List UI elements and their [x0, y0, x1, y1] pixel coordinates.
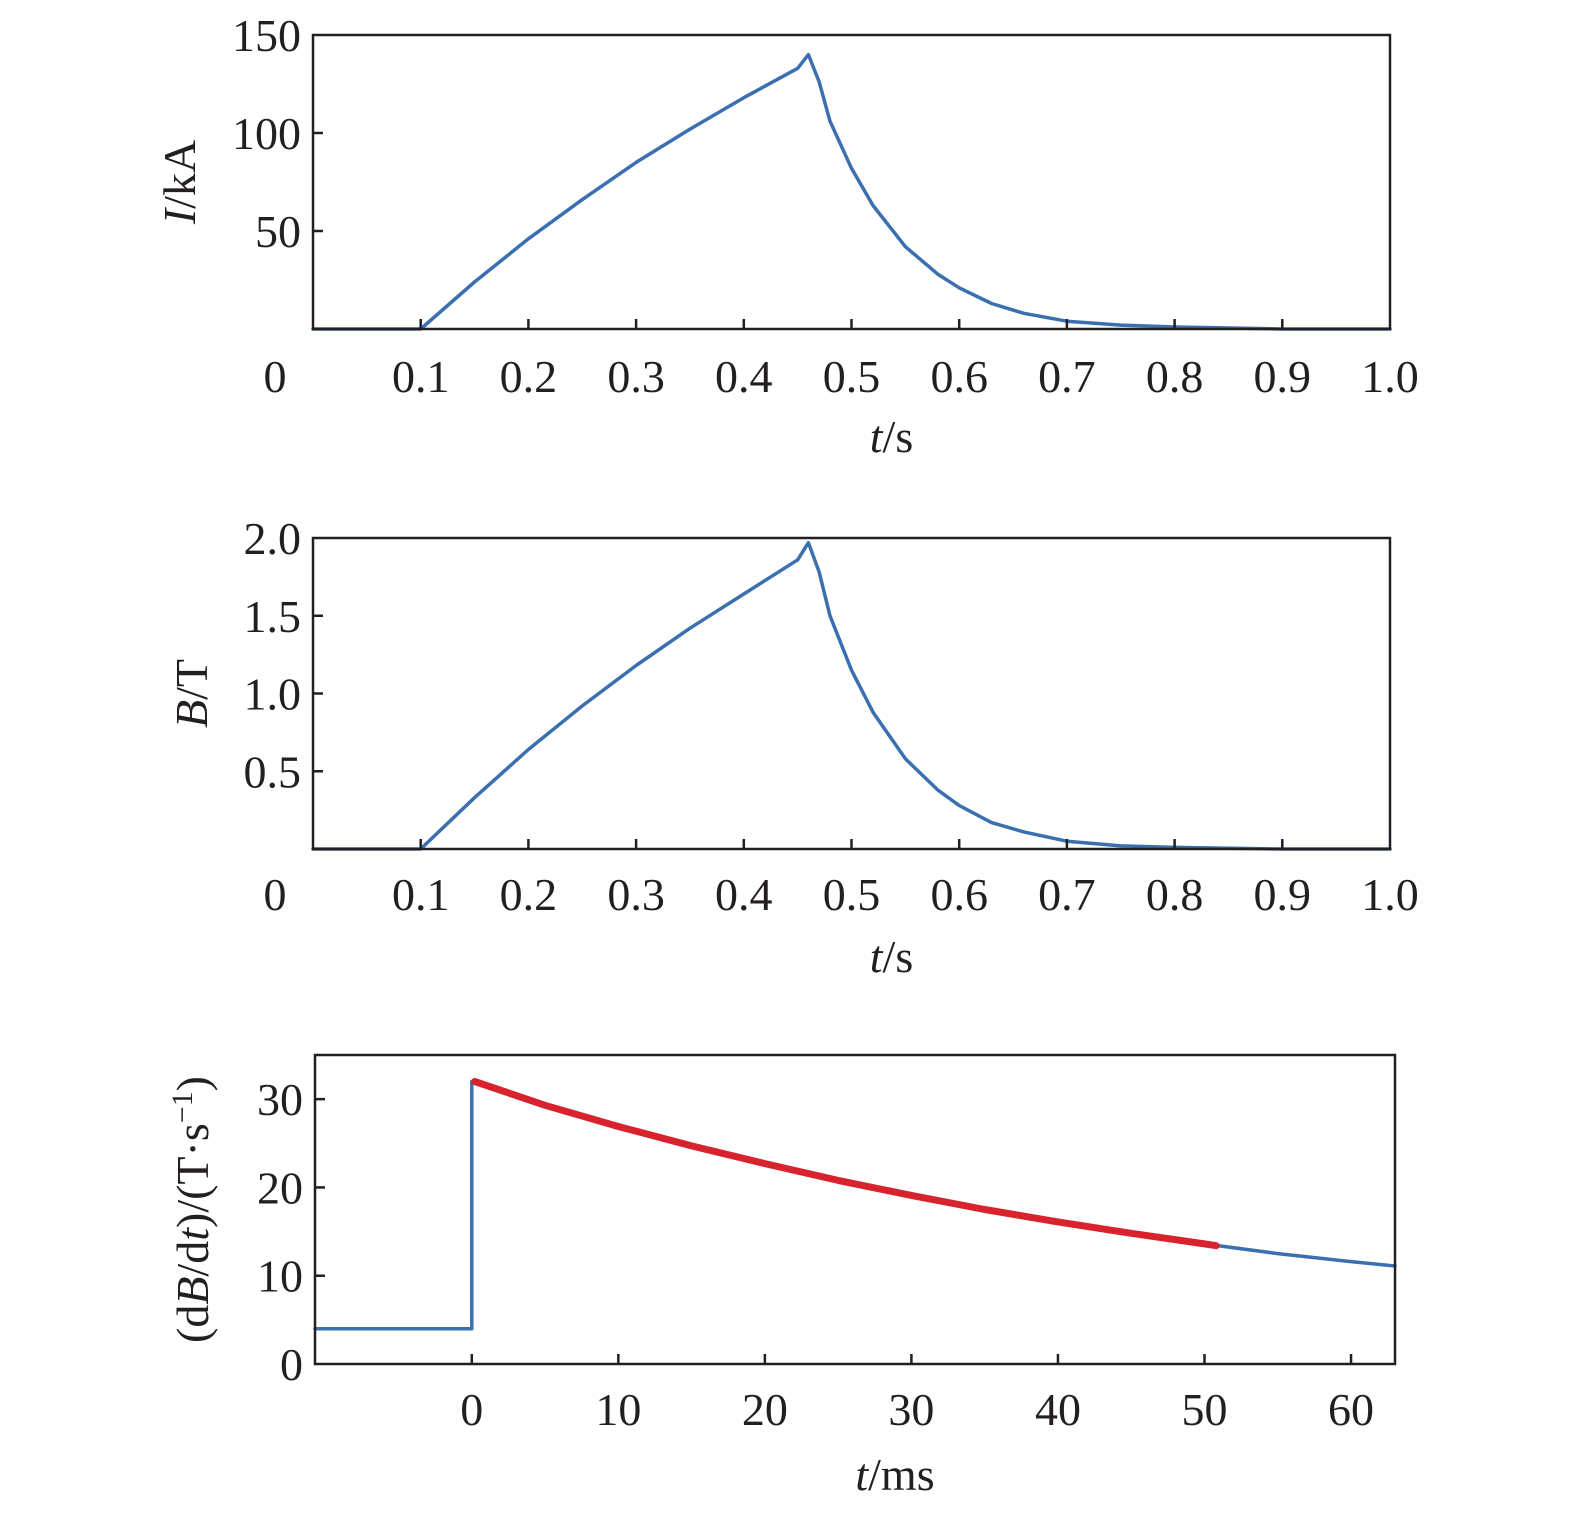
series-line — [313, 1079, 1397, 1331]
y-tick-label: 30 — [257, 1074, 303, 1125]
x-tick-label: 0.8 — [1146, 869, 1204, 920]
chart-magnetic-field: 0.1 0.2 0.3 0.4 0.5 0.6 0.7 0.8 0.9 1.0 0 0.5 1.0 1.5… — [166, 513, 1419, 982]
axis-label-part: /ms — [868, 1449, 934, 1500]
axis-label-part: B — [167, 1277, 218, 1305]
x-origin-label: 0 — [264, 351, 287, 402]
axis-label-part: t — [167, 1227, 218, 1241]
axis-label-part: /T — [166, 659, 217, 700]
y-tick-label: 150 — [232, 10, 301, 61]
x-tick-label: 0.6 — [930, 351, 988, 402]
x-tick-label: 60 — [1328, 1384, 1374, 1435]
x-tick-label: 0.4 — [715, 351, 773, 402]
y-tick-label: 20 — [257, 1162, 303, 1213]
x-tick-label: 0.2 — [500, 351, 558, 402]
x-axis-label: t/s — [870, 931, 913, 982]
y-tick-label: 50 — [255, 206, 301, 257]
x-tick-label: 0.1 — [392, 351, 450, 402]
axis-label-part: ) — [167, 1076, 218, 1091]
x-tick-label: 0.7 — [1038, 869, 1096, 920]
x-axis-label: t/s — [870, 411, 913, 462]
axis-label-part: /s — [883, 411, 914, 462]
y-axis-label: I/kA — [154, 140, 205, 225]
x-tick-label: 0.6 — [930, 869, 988, 920]
x-tick-label: 0.9 — [1254, 351, 1312, 402]
x-origin-label: 0 — [264, 869, 287, 920]
x-tick-label: 0.8 — [1146, 351, 1204, 402]
x-tick-label: 0.7 — [1038, 351, 1096, 402]
plot-frame — [313, 1053, 1397, 1366]
axis-label-part: t — [855, 1449, 869, 1500]
chart-current: 0.1 0.2 0.3 0.4 0.5 0.6 0.7 0.8 0.9 1.0 0 50 100 150 t… — [154, 10, 1419, 462]
axis-label-part: (d — [167, 1305, 218, 1343]
y-tick-label: 0 — [280, 1339, 303, 1390]
x-tick-label: 0.3 — [607, 351, 665, 402]
axis-label-part: /kA — [154, 140, 205, 209]
x-tick-label: 1.0 — [1361, 869, 1419, 920]
x-tick-label: 20 — [742, 1384, 788, 1435]
y-tick-label: 1.0 — [244, 669, 302, 720]
x-tick-label: 30 — [888, 1384, 934, 1435]
x-tick-label: 1.0 — [1361, 351, 1419, 402]
y-axis-label: (dB/dt)/(T·s−1) — [166, 1076, 219, 1343]
series-line — [311, 540, 1392, 851]
plot-frame — [311, 536, 1392, 851]
x-tick-label: 0.3 — [607, 869, 665, 920]
x-tick-label: 0.5 — [823, 869, 881, 920]
x-axis-label: t/ms — [855, 1449, 934, 1500]
x-tick-label: 0.1 — [392, 869, 450, 920]
axis-label-part: /d — [167, 1241, 218, 1277]
x-tick-label: 10 — [595, 1384, 641, 1435]
x-tick-label: 0 — [460, 1384, 483, 1435]
series-line-highlight — [471, 1078, 1220, 1250]
axis-label-part: I — [154, 206, 205, 225]
axis-label-sup: −1 — [166, 1091, 199, 1123]
axis-label-part: )/(T·s — [167, 1123, 218, 1228]
x-tick-label: 0.9 — [1254, 869, 1312, 920]
axis-label-part: t — [870, 411, 884, 462]
axis-label-part: t — [870, 931, 884, 982]
y-tick-label: 10 — [257, 1251, 303, 1302]
x-tick-label: 0.4 — [715, 869, 773, 920]
y-tick-label: 100 — [232, 108, 301, 159]
axis-label-part: /s — [883, 931, 914, 982]
series-line — [311, 52, 1392, 331]
y-tick-label: 0.5 — [244, 746, 302, 797]
y-axis-label: B/T — [166, 659, 217, 728]
x-tick-label: 0.5 — [823, 351, 881, 402]
plot-frame — [311, 33, 1392, 331]
y-tick-label: 1.5 — [244, 591, 302, 642]
x-tick-label: 40 — [1035, 1384, 1081, 1435]
axis-label-part: B — [166, 700, 217, 728]
y-tick-label: 2.0 — [244, 513, 302, 564]
x-tick-label: 0.2 — [500, 869, 558, 920]
x-tick-label: 50 — [1181, 1384, 1227, 1435]
